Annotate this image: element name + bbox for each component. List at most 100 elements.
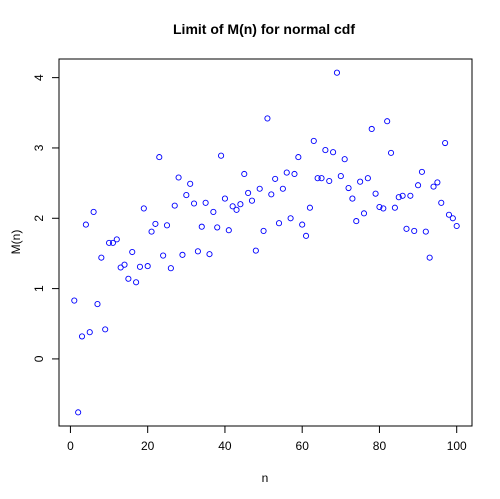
data-point bbox=[256, 185, 263, 192]
data-point bbox=[434, 179, 441, 186]
data-point bbox=[214, 224, 221, 231]
data-point bbox=[86, 329, 93, 336]
data-point bbox=[75, 409, 82, 416]
data-point bbox=[337, 173, 344, 180]
data-point bbox=[372, 190, 379, 197]
data-point bbox=[384, 118, 391, 125]
data-point bbox=[264, 115, 271, 122]
data-point bbox=[229, 203, 236, 210]
y-axis-label: M(n) bbox=[9, 230, 23, 255]
x-tick-label: 40 bbox=[218, 439, 232, 453]
data-point bbox=[357, 178, 364, 185]
data-point bbox=[291, 170, 298, 178]
data-point bbox=[190, 200, 198, 207]
data-point bbox=[90, 208, 97, 215]
data-point bbox=[310, 137, 317, 144]
data-point bbox=[326, 177, 333, 185]
data-point bbox=[322, 147, 329, 154]
data-point bbox=[395, 194, 402, 201]
data-point bbox=[279, 185, 286, 192]
data-point bbox=[171, 202, 178, 209]
data-point bbox=[129, 248, 136, 256]
data-point bbox=[453, 222, 460, 230]
data-point bbox=[415, 182, 422, 189]
x-tick-label: 80 bbox=[373, 439, 387, 453]
data-point bbox=[163, 222, 171, 229]
data-point bbox=[430, 183, 437, 190]
data-point bbox=[109, 239, 116, 246]
data-point bbox=[156, 154, 163, 161]
data-point bbox=[144, 263, 151, 270]
data-point bbox=[210, 208, 217, 215]
data-point bbox=[364, 175, 371, 182]
y-tick-label: 1 bbox=[32, 285, 46, 292]
data-point bbox=[333, 69, 341, 76]
data-point bbox=[318, 175, 325, 182]
chart-title: Limit of M(n) for normal cdf bbox=[173, 21, 355, 37]
data-point bbox=[345, 184, 352, 192]
y-tick-label: 3 bbox=[32, 144, 46, 151]
data-point bbox=[306, 204, 313, 211]
data-point bbox=[283, 169, 290, 176]
data-point bbox=[125, 275, 132, 282]
data-point bbox=[376, 203, 383, 211]
data-point bbox=[245, 189, 252, 197]
data-point bbox=[407, 192, 414, 199]
data-point bbox=[252, 247, 259, 254]
data-point bbox=[94, 301, 101, 308]
data-point bbox=[442, 139, 449, 147]
x-tick-label: 20 bbox=[141, 439, 155, 453]
data-point bbox=[221, 195, 228, 202]
data-point bbox=[314, 175, 321, 182]
data-point bbox=[295, 154, 302, 161]
data-point bbox=[121, 261, 128, 268]
x-tick-label: 100 bbox=[447, 439, 467, 453]
plot-frame bbox=[58, 58, 473, 427]
data-point bbox=[268, 191, 275, 198]
data-point bbox=[133, 279, 140, 286]
data-point bbox=[233, 206, 240, 213]
x-tick-label: 60 bbox=[296, 439, 310, 453]
data-point bbox=[194, 248, 201, 255]
data-point bbox=[136, 263, 144, 270]
data-point bbox=[275, 220, 283, 227]
data-point bbox=[206, 251, 213, 258]
data-point bbox=[341, 156, 348, 163]
data-point bbox=[82, 221, 89, 228]
data-point bbox=[160, 252, 167, 259]
data-point bbox=[445, 211, 453, 218]
data-point bbox=[113, 236, 120, 243]
data-point bbox=[287, 215, 294, 222]
data-point bbox=[260, 227, 267, 234]
data-point bbox=[241, 170, 248, 178]
data-point bbox=[403, 225, 410, 232]
data-point bbox=[237, 201, 244, 208]
data-point bbox=[438, 199, 445, 206]
data-point bbox=[387, 149, 395, 156]
data-point bbox=[179, 251, 186, 258]
data-point bbox=[449, 215, 456, 222]
data-point bbox=[368, 125, 375, 133]
data-point bbox=[380, 205, 387, 212]
data-point bbox=[140, 205, 147, 212]
data-point bbox=[187, 180, 194, 187]
data-point bbox=[71, 297, 78, 304]
data-point bbox=[152, 220, 159, 227]
data-point bbox=[117, 264, 124, 271]
data-point bbox=[248, 197, 256, 204]
data-point bbox=[106, 239, 113, 246]
data-point bbox=[148, 228, 155, 235]
data-point bbox=[202, 199, 209, 206]
data-point bbox=[183, 192, 190, 199]
data-point bbox=[330, 149, 337, 156]
data-point bbox=[399, 192, 406, 199]
data-point bbox=[272, 175, 279, 182]
data-point bbox=[353, 218, 360, 225]
data-point bbox=[360, 210, 368, 217]
x-axis-label: n bbox=[262, 471, 269, 485]
y-tick-label: 0 bbox=[32, 355, 46, 362]
x-axis: 0 20 40 60 80 100 bbox=[67, 425, 467, 453]
data-point bbox=[167, 265, 174, 272]
data-point bbox=[303, 232, 310, 239]
